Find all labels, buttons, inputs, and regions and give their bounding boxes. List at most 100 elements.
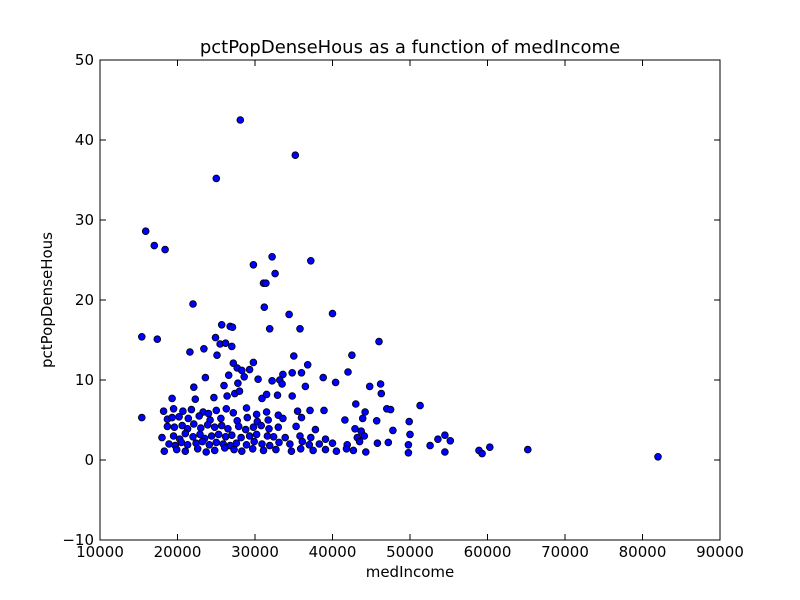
data-point xyxy=(321,445,330,454)
data-point xyxy=(285,310,293,319)
data-point xyxy=(258,440,266,448)
data-point xyxy=(360,432,369,440)
data-point xyxy=(249,423,258,432)
data-point xyxy=(197,424,205,432)
data-point xyxy=(279,370,287,379)
data-point xyxy=(228,342,236,351)
data-point xyxy=(217,421,226,430)
data-point xyxy=(365,382,374,391)
data-point xyxy=(426,441,434,450)
data-point xyxy=(265,324,274,333)
data-point xyxy=(375,337,383,346)
data-point xyxy=(202,448,211,456)
data-point xyxy=(264,416,273,424)
data-point xyxy=(260,303,269,312)
data-point xyxy=(306,433,315,442)
data-point xyxy=(262,390,271,399)
data-point xyxy=(296,444,305,453)
data-point xyxy=(232,439,241,448)
data-point xyxy=(213,351,221,360)
data-point xyxy=(150,241,159,250)
data-point xyxy=(358,414,367,423)
data-point xyxy=(235,387,244,396)
data-point xyxy=(376,380,385,388)
data-point xyxy=(193,444,202,453)
x-tick-label: 20000 xyxy=(154,543,202,561)
data-point xyxy=(372,416,381,425)
data-point xyxy=(441,448,449,456)
data-point xyxy=(305,440,314,449)
data-point xyxy=(291,151,300,160)
y-tick-label: 40 xyxy=(75,131,94,149)
data-point xyxy=(190,383,198,392)
data-point xyxy=(485,443,494,452)
data-point xyxy=(169,432,178,440)
y-tick-label: 0 xyxy=(84,451,94,469)
data-point xyxy=(268,376,276,385)
data-point xyxy=(138,413,146,422)
data-point xyxy=(222,404,231,413)
data-point xyxy=(186,348,194,356)
data-point xyxy=(169,404,178,413)
data-point xyxy=(229,359,238,368)
data-point xyxy=(240,372,249,381)
data-point xyxy=(217,414,225,423)
data-point xyxy=(237,433,245,442)
data-point xyxy=(181,429,190,438)
data-point xyxy=(332,447,341,456)
data-point xyxy=(275,438,283,447)
data-point xyxy=(183,440,192,449)
data-point xyxy=(248,444,257,453)
data-point xyxy=(221,444,229,452)
x-tick-label: 30000 xyxy=(231,543,279,561)
data-point xyxy=(288,368,297,377)
data-point xyxy=(212,438,221,447)
data-point xyxy=(281,433,290,442)
data-point xyxy=(271,269,279,278)
data-point xyxy=(328,309,337,318)
data-point xyxy=(190,420,198,428)
data-point xyxy=(259,446,268,455)
data-point xyxy=(405,417,414,426)
data-point xyxy=(328,439,337,448)
data-point xyxy=(287,447,296,456)
data-point xyxy=(311,425,320,434)
data-point xyxy=(228,431,236,440)
data-point xyxy=(160,447,169,456)
data-point xyxy=(210,393,218,402)
y-tick-label: 50 xyxy=(75,51,94,69)
data-point xyxy=(175,412,183,421)
x-tick-label: 60000 xyxy=(464,543,512,561)
data-point xyxy=(404,448,413,457)
data-point xyxy=(220,381,228,390)
y-axis-label: pctPopDenseHous xyxy=(38,232,56,368)
data-point xyxy=(177,438,186,447)
data-point xyxy=(181,447,190,456)
data-point xyxy=(341,416,349,424)
data-point xyxy=(306,406,314,415)
data-point xyxy=(351,400,360,408)
data-point xyxy=(262,279,270,288)
data-point xyxy=(292,422,300,431)
data-point xyxy=(309,446,317,455)
data-point xyxy=(189,300,197,308)
data-point xyxy=(217,320,226,329)
data-point xyxy=(262,408,271,416)
data-point xyxy=(223,392,231,400)
data-point xyxy=(163,422,172,431)
data-point xyxy=(238,366,246,375)
data-point xyxy=(249,260,258,269)
data-point xyxy=(212,174,221,183)
data-point xyxy=(221,339,230,348)
data-point xyxy=(200,344,208,353)
data-point xyxy=(361,408,369,416)
data-points xyxy=(138,116,662,461)
data-point xyxy=(179,407,187,416)
data-point xyxy=(523,445,532,454)
data-point xyxy=(654,452,662,461)
data-point xyxy=(243,413,252,422)
data-point xyxy=(301,382,310,391)
data-point xyxy=(168,394,176,403)
data-point xyxy=(274,423,283,432)
data-point xyxy=(297,413,306,422)
